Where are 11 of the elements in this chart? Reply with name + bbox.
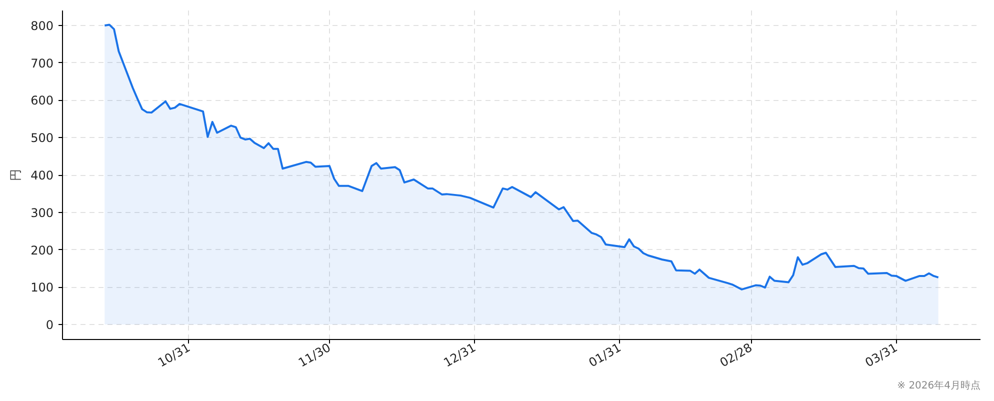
- y-tick-label: 100: [30, 280, 54, 295]
- y-tick-label: 700: [30, 56, 54, 70]
- y-tick-label: 600: [30, 94, 54, 108]
- y-tick-label: 0: [46, 318, 54, 332]
- text: ※ 2026年4月時点: [897, 380, 981, 392]
- y-tick-label: 500: [30, 131, 54, 146]
- y-tick-label: 800: [30, 18, 54, 33]
- y-tick-label: 400: [30, 168, 54, 182]
- y-tick-label: 300: [30, 206, 54, 220]
- y-axis-title: 円: [8, 169, 23, 181]
- y-tick-label: 200: [30, 243, 54, 258]
